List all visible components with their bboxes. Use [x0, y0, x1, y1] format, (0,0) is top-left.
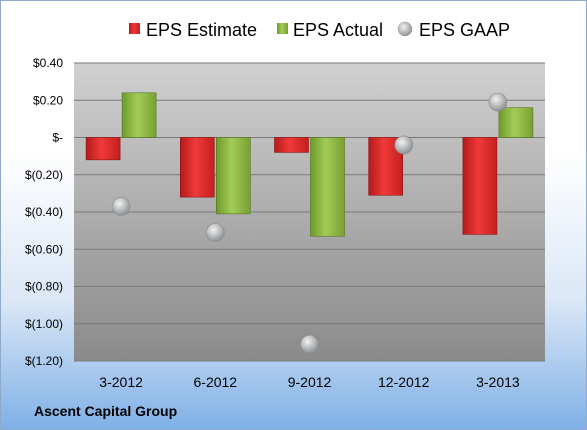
- y-tick-label: $0.40: [33, 56, 63, 70]
- gaap-point: [206, 223, 225, 242]
- y-tick-label: $(0.20): [25, 168, 63, 182]
- gaap-point: [488, 92, 508, 112]
- y-tick-label: $(1.20): [25, 354, 63, 368]
- legend-item-gaap: EPS GAAP: [397, 20, 510, 40]
- x-category-label: 3-2012: [99, 374, 143, 390]
- legend-label-estimate: EPS Estimate: [146, 20, 257, 40]
- legend-swatch-gaap: [397, 21, 413, 37]
- y-tick-label: $(0.60): [25, 242, 63, 256]
- x-category-label: 12-2012: [378, 374, 430, 390]
- actual-bar: [121, 92, 157, 138]
- x-category-label: 3-2013: [476, 374, 520, 390]
- y-tick-label: $-: [52, 131, 63, 145]
- legend-label-gaap: EPS GAAP: [419, 20, 510, 40]
- legend-swatch-estimate: [129, 23, 140, 34]
- x-category-label: 9-2012: [288, 374, 332, 390]
- actual-bar: [498, 107, 534, 138]
- estimate-bar: [462, 137, 498, 235]
- legend-item-actual: EPS Actual: [277, 20, 383, 40]
- gaap-points: [111, 92, 508, 354]
- x-axis-categories: 3-2012 6-2012 9-2012 12-2012 3-2013: [99, 374, 520, 390]
- estimate-bar: [85, 137, 121, 161]
- legend-swatch-actual: [277, 23, 288, 34]
- y-axis-ticks: $0.40 $0.20 $- $(0.20) $(0.40) $(0.60) $(0.80)…: [25, 56, 63, 368]
- legend: EPS Estimate EPS Actual EPS GAAP: [129, 20, 510, 40]
- actual-bar: [310, 137, 345, 237]
- actual-bar: [216, 137, 251, 215]
- gaap-point: [111, 197, 131, 216]
- x-category-label: 6-2012: [194, 374, 238, 390]
- company-name: Ascent Capital Group: [34, 403, 178, 419]
- y-tick-label: $0.20: [33, 93, 63, 107]
- legend-item-estimate: EPS Estimate: [129, 20, 257, 40]
- estimate-bar: [180, 137, 215, 198]
- estimate-bar: [274, 137, 309, 153]
- legend-label-actual: EPS Actual: [293, 20, 383, 40]
- gaap-point: [394, 135, 414, 155]
- y-tick-label: $(0.40): [25, 205, 63, 219]
- gaap-point: [300, 334, 319, 354]
- y-tick-label: $(0.80): [25, 280, 63, 294]
- y-tick-label: $(1.00): [25, 317, 63, 331]
